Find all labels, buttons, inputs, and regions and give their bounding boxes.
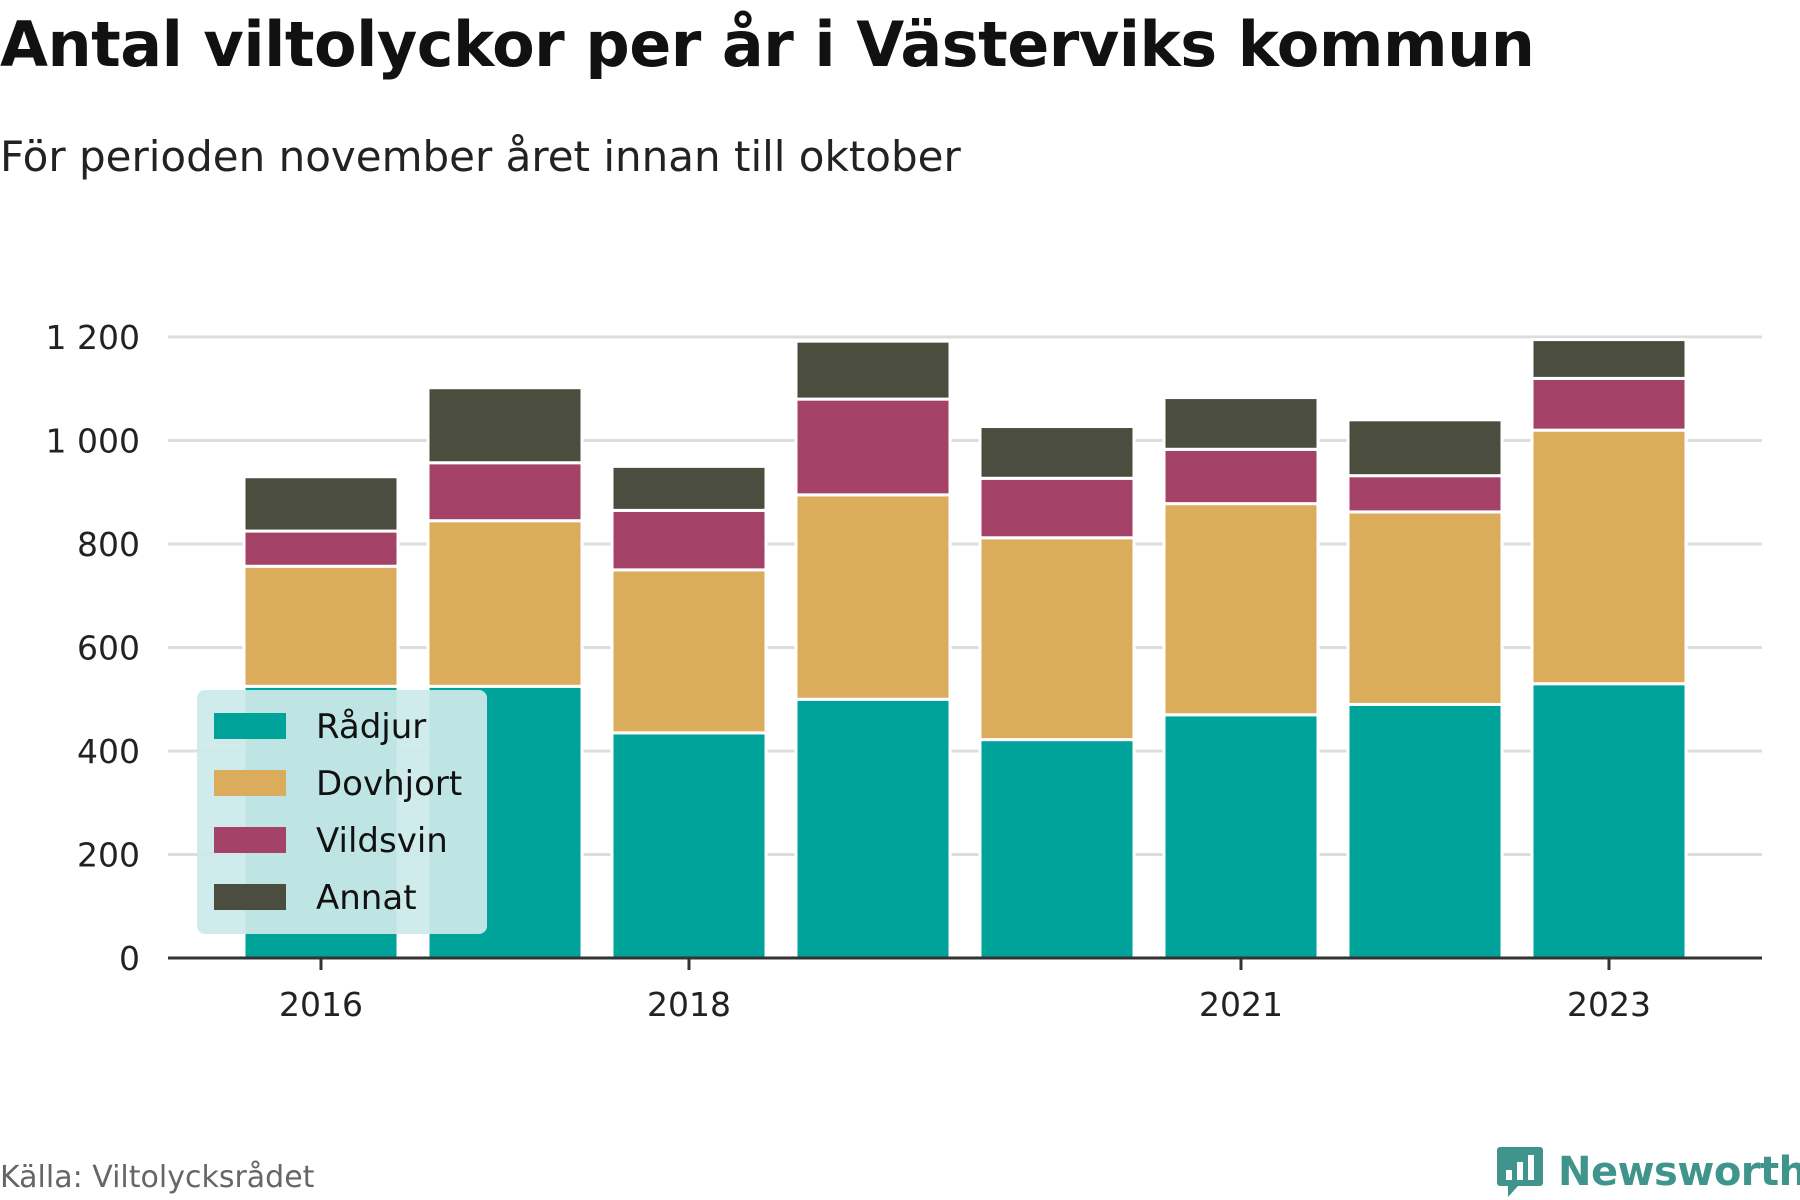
bar-segment-rådjur-2022 bbox=[1346, 702, 1504, 960]
bar-segment-vildsvin-2018 bbox=[610, 508, 768, 572]
y-tick-label: 1 000 bbox=[46, 422, 140, 461]
bar-segment-vildsvin-2019 bbox=[794, 397, 952, 497]
legend-label: Vildsvin bbox=[316, 821, 448, 861]
chart-title: Antal viltolyckor per år i Västerviks ko… bbox=[0, 8, 1535, 81]
bar-segment-annat-2018 bbox=[610, 464, 768, 512]
bar-segment-vildsvin-2022 bbox=[1346, 474, 1504, 514]
bar-chart-speech-bubble-icon bbox=[1497, 1147, 1543, 1197]
bar-segment-vildsvin-2020 bbox=[978, 476, 1136, 540]
bar-segment-dovhjort-2019 bbox=[794, 493, 952, 701]
bar-segment-rådjur-2018 bbox=[610, 731, 768, 960]
y-tick-label: 0 bbox=[119, 939, 140, 978]
chart-subtitle: För perioden november året innan till ok… bbox=[0, 132, 961, 181]
bar-segment-vildsvin-2016 bbox=[242, 529, 400, 568]
y-tick-label: 1 200 bbox=[46, 318, 140, 357]
bar-segment-dovhjort-2021 bbox=[1162, 502, 1320, 717]
chart-area: 0 200 400 600 800 1 000 1 200 2016 2018 2021 2023… bbox=[46, 318, 1762, 1024]
x-tick-label: 2023 bbox=[1567, 985, 1651, 1024]
y-axis-ticks: 0 200 400 600 800 1 000 1 200 bbox=[46, 318, 140, 978]
legend-label: Annat bbox=[316, 878, 417, 918]
bar-segment-rådjur-2019 bbox=[794, 697, 952, 960]
x-tick-label: 2021 bbox=[1199, 985, 1283, 1024]
bar-segment-annat-2022 bbox=[1346, 418, 1504, 478]
source-note: Källa: Viltolycksrådet bbox=[0, 1160, 315, 1195]
legend: Rådjur Dovhjort Vildsvin Annat bbox=[197, 690, 487, 934]
bar-segment-annat-2023 bbox=[1530, 338, 1688, 380]
bar-segment-annat-2017 bbox=[426, 386, 584, 465]
brand-logo: Newsworthy bbox=[1496, 1145, 1800, 1199]
legend-swatch-vildsvin bbox=[214, 827, 286, 853]
legend-swatch-rådjur bbox=[214, 713, 286, 739]
bar-segment-rådjur-2021 bbox=[1162, 713, 1320, 960]
legend-box bbox=[197, 690, 487, 934]
bar-segment-vildsvin-2021 bbox=[1162, 447, 1320, 506]
legend-label: Dovhjort bbox=[316, 764, 462, 804]
bar-segment-dovhjort-2023 bbox=[1530, 428, 1688, 686]
y-tick-label: 600 bbox=[77, 629, 140, 668]
x-tick-label: 2016 bbox=[279, 985, 363, 1024]
legend-swatch-annat bbox=[214, 884, 286, 910]
bar-segment-dovhjort-2017 bbox=[426, 519, 584, 688]
bar-segment-dovhjort-2016 bbox=[242, 564, 400, 688]
y-tick-label: 400 bbox=[77, 732, 140, 771]
legend-label: Rådjur bbox=[316, 707, 426, 747]
bar-segment-dovhjort-2020 bbox=[978, 536, 1136, 742]
brand-name: Newsworthy bbox=[1558, 1149, 1800, 1195]
legend-swatch-dovhjort bbox=[214, 770, 286, 796]
y-tick-label: 800 bbox=[77, 525, 140, 564]
bar-segment-annat-2021 bbox=[1162, 396, 1320, 451]
bar-segment-annat-2016 bbox=[242, 475, 400, 533]
x-axis-ticks: 2016 2018 2021 2023 bbox=[279, 958, 1651, 1024]
bar-segment-dovhjort-2022 bbox=[1346, 510, 1504, 706]
y-tick-label: 200 bbox=[77, 836, 140, 875]
bar-segment-dovhjort-2018 bbox=[610, 568, 768, 735]
bar-segment-vildsvin-2017 bbox=[426, 461, 584, 523]
bar-segment-vildsvin-2023 bbox=[1530, 376, 1688, 432]
bar-segment-annat-2020 bbox=[978, 425, 1136, 480]
bar-segment-rådjur-2023 bbox=[1530, 682, 1688, 960]
bar-segment-annat-2019 bbox=[794, 339, 952, 401]
bar-segment-rådjur-2020 bbox=[978, 738, 1136, 960]
x-tick-label: 2018 bbox=[647, 985, 731, 1024]
